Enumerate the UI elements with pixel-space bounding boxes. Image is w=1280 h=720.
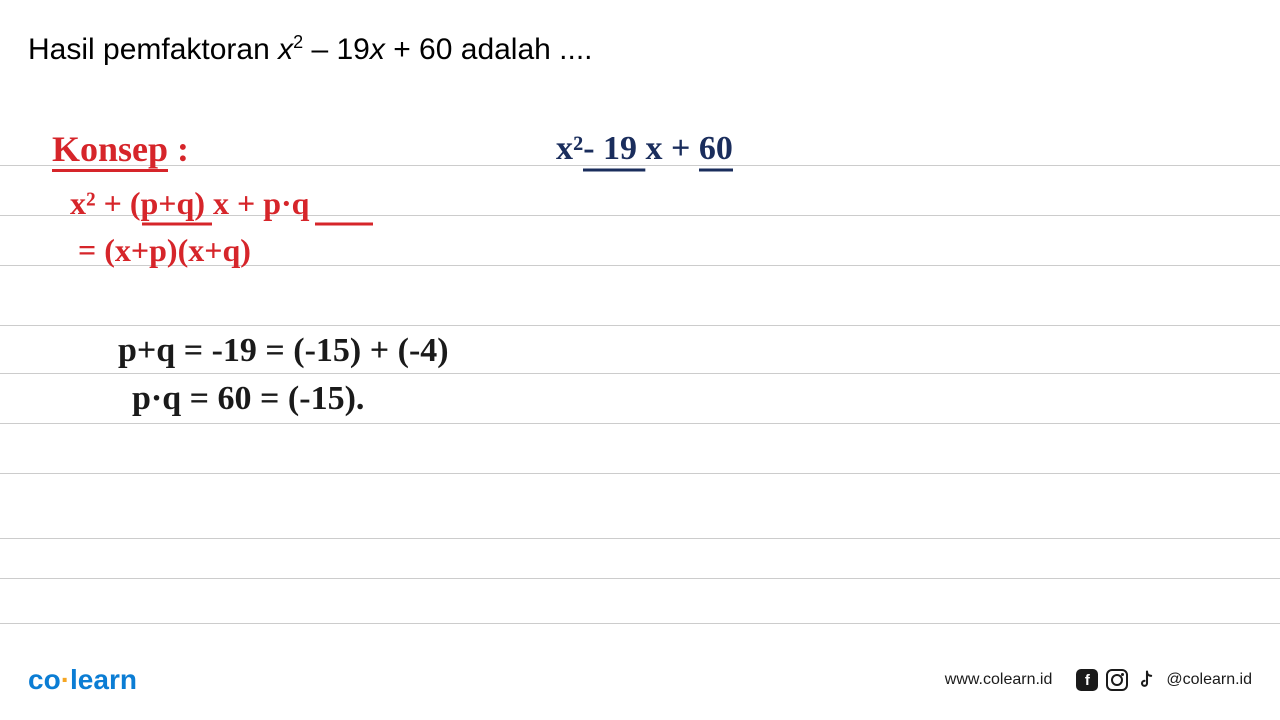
ruled-line bbox=[0, 578, 1280, 579]
formula1-text: x² + (p+q) x + p·q bbox=[70, 185, 309, 221]
social-icons: f @colearn.id bbox=[1076, 669, 1252, 691]
formula2-text: (x+p)(x+q) bbox=[96, 232, 251, 268]
formula-line-1: x² + (p+q) x + p·q bbox=[70, 185, 309, 222]
work1-eq2: = bbox=[257, 332, 293, 369]
problem-p4: 60 bbox=[699, 130, 733, 167]
question-mid: – 19 bbox=[303, 33, 370, 66]
konsep-colon: : bbox=[168, 129, 189, 169]
work2-eq1: = bbox=[181, 380, 217, 417]
problem-p3: x + bbox=[646, 130, 699, 167]
logo-learn: learn bbox=[70, 664, 137, 695]
konsep-heading: Konsep : bbox=[52, 128, 189, 170]
underline-c-icon bbox=[699, 168, 733, 173]
question-var2: x bbox=[370, 33, 385, 66]
work-line-2: p·q = 60 = (-15). bbox=[132, 380, 364, 418]
question-sup: 2 bbox=[293, 32, 303, 52]
facebook-icon: f bbox=[1076, 669, 1098, 691]
work1-v1: -19 bbox=[212, 332, 257, 369]
work2-v2: (-15). bbox=[288, 380, 364, 417]
work1-eq1: = bbox=[175, 332, 211, 369]
underline-pq-sum bbox=[142, 221, 212, 227]
konsep-label: Konsep bbox=[52, 129, 168, 172]
formula2-eq: = bbox=[78, 232, 96, 268]
work2-eq2: = bbox=[252, 380, 288, 417]
instagram-icon bbox=[1106, 669, 1128, 691]
footer-right: www.colearn.id f @colearn.id bbox=[945, 669, 1252, 691]
footer-url: www.colearn.id bbox=[945, 671, 1053, 689]
logo-dot: · bbox=[61, 664, 70, 695]
logo: co·learn bbox=[28, 664, 137, 696]
work-line-1: p+q = -19 = (-15) + (-4) bbox=[118, 332, 449, 370]
problem-p1: x² bbox=[556, 130, 583, 167]
question-var: x bbox=[278, 33, 293, 66]
question-text: Hasil pemfaktoran x2 – 19x + 60 adalah .… bbox=[28, 32, 593, 67]
problem-p2: - 19 bbox=[583, 130, 645, 167]
ruled-line bbox=[0, 538, 1280, 539]
problem-expression: x²- 19 x + 60 bbox=[556, 130, 733, 168]
formula-line-2: = (x+p)(x+q) bbox=[78, 232, 251, 269]
footer-handle: @colearn.id bbox=[1166, 671, 1252, 689]
underline-pq-prod bbox=[315, 221, 373, 227]
work1-lhs: p+q bbox=[118, 332, 175, 369]
work1-v2: (-15) + (-4) bbox=[293, 332, 448, 369]
tiktok-icon bbox=[1136, 669, 1158, 691]
work2-v1: 60 bbox=[218, 380, 252, 417]
question-prefix: Hasil pemfaktoran bbox=[28, 33, 278, 66]
footer: co·learn www.colearn.id f @colearn.id bbox=[0, 660, 1280, 700]
work2-lhs: p·q bbox=[132, 380, 181, 417]
ruled-line bbox=[0, 623, 1280, 624]
question-end: + 60 adalah .... bbox=[385, 33, 593, 66]
underline-b-icon bbox=[583, 168, 645, 173]
logo-co: co bbox=[28, 664, 61, 695]
ruled-line bbox=[0, 325, 1280, 326]
ruled-line bbox=[0, 373, 1280, 374]
ruled-line bbox=[0, 423, 1280, 424]
ruled-line bbox=[0, 473, 1280, 474]
